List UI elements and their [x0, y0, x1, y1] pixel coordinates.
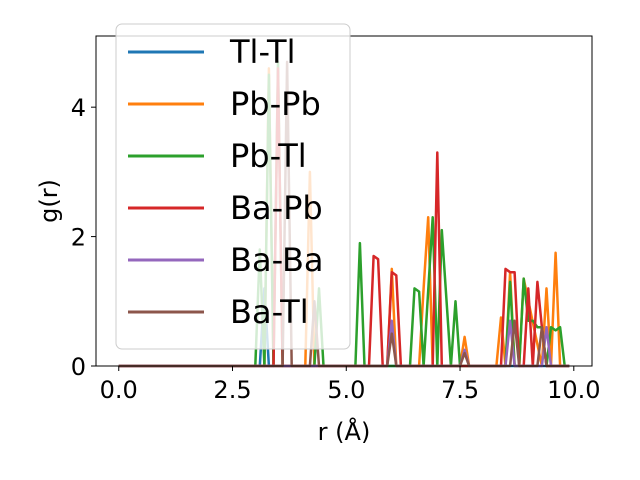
legend-label-tl-tl: Tl-Tl: [229, 33, 295, 71]
x-tick-label: 7.5: [441, 376, 479, 404]
y-tick-label: 0: [71, 353, 86, 381]
legend-label-ba-tl: Ba-Tl: [230, 293, 309, 331]
y-tick-label: 2: [71, 224, 86, 252]
y-tick-label: 4: [71, 94, 86, 122]
y-axis-label: g(r): [35, 179, 63, 223]
legend: Tl-Tl Pb-Pb Pb-Tl Ba-Pb Ba-Ba Ba-Tl: [115, 23, 351, 350]
legend-label-pb-pb: Pb-Pb: [230, 85, 321, 123]
x-tick-label: 2.5: [213, 376, 251, 404]
y-axis: 0 2 4: [71, 94, 96, 381]
x-tick-label: 5.0: [327, 376, 365, 404]
series-line-ba-pb: [118, 67, 570, 368]
legend-label-ba-ba: Ba-Ba: [230, 241, 324, 279]
x-tick-label: 0.0: [100, 376, 138, 404]
legend-label-pb-tl: Pb-Tl: [230, 137, 307, 175]
legend-label-ba-pb: Ba-Pb: [230, 189, 323, 227]
x-axis: 0.0 2.5 5.0 7.5 10.0: [100, 366, 601, 404]
x-axis-label: r (Å): [318, 417, 371, 446]
x-tick-label: 10.0: [547, 376, 600, 404]
